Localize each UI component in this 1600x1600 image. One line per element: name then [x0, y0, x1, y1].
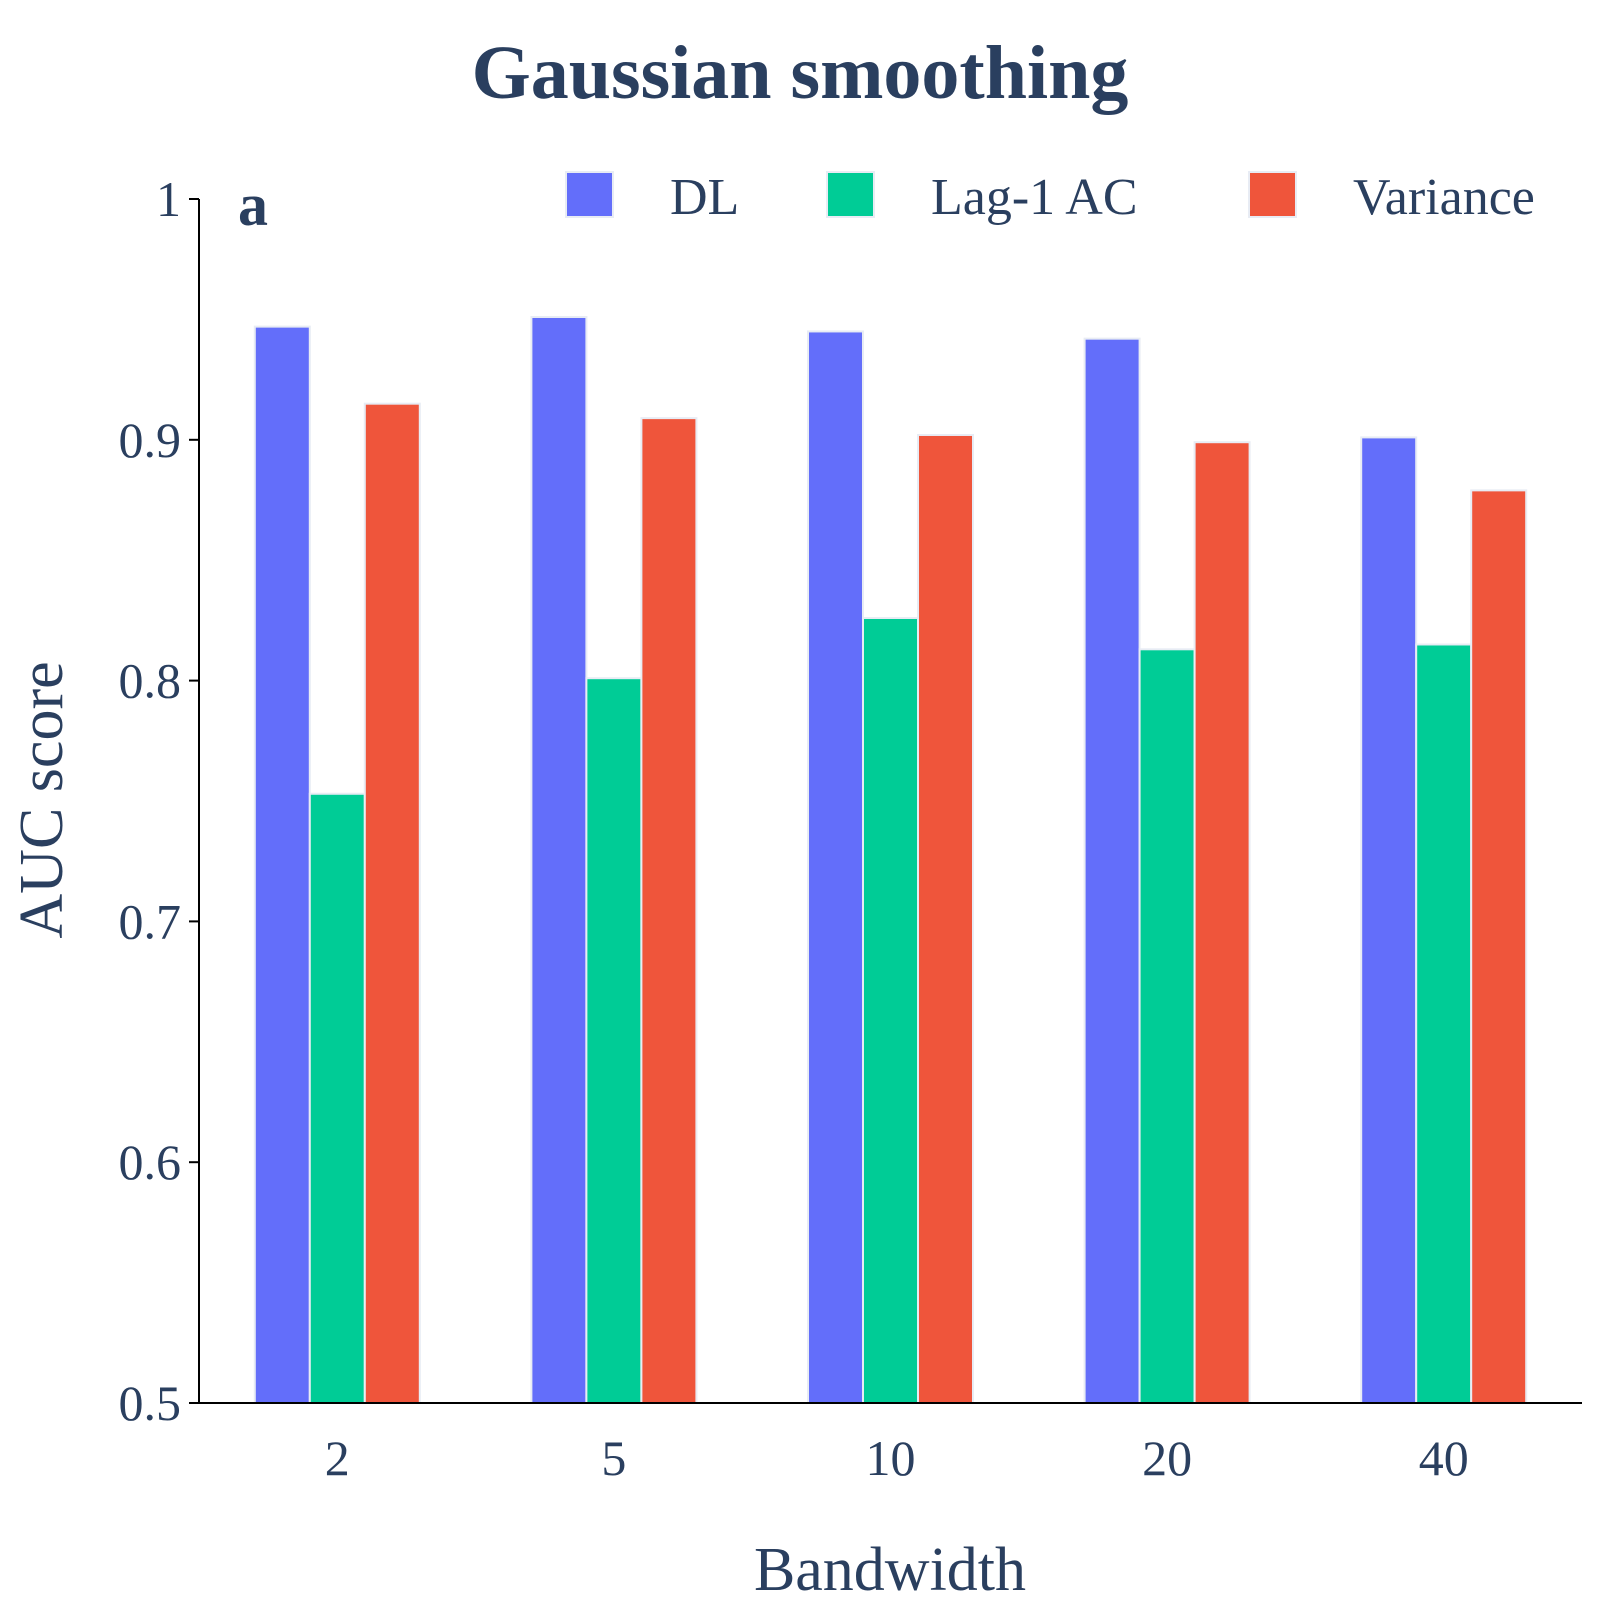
y-tick-label: 0.7: [119, 893, 182, 949]
bars-group: [253, 315, 1528, 1405]
legend-swatch-lag-1-ac: [826, 171, 875, 218]
panel-label: a: [238, 172, 268, 238]
y-axis: 0.5 0.6 0.7 0.8 0.9 1: [119, 171, 200, 1431]
chart-title: Gaussian smoothing: [472, 31, 1129, 115]
x-tick-label: 2: [325, 1430, 350, 1486]
bar-dl-40: [1360, 436, 1418, 1404]
bar-dl-10: [807, 330, 864, 1405]
bar-dl-2: [253, 325, 311, 1404]
y-tick-label: 0.6: [119, 1134, 182, 1190]
x-tick-label: 20: [1142, 1430, 1192, 1486]
bar-variance-40: [1470, 489, 1528, 1405]
legend-label: Lag-1 AC: [931, 169, 1138, 226]
x-tick-label: 5: [601, 1430, 626, 1486]
bar-dl-5: [530, 315, 588, 1405]
bar-dl-20: [1083, 337, 1141, 1405]
bar-variance-20: [1193, 441, 1251, 1404]
bar-variance-5: [640, 417, 698, 1404]
legend-swatch-variance: [1248, 171, 1297, 218]
x-axis-title: Bandwidth: [754, 1536, 1026, 1600]
y-tick-label: 0.9: [119, 412, 182, 468]
y-axis-title: AUC score: [8, 661, 76, 938]
bar-lag-1-ac-20: [1138, 648, 1196, 1404]
x-axis: 2 5 10 20 40: [198, 1402, 1582, 1486]
bar-lag-1-ac-2: [308, 792, 366, 1404]
x-tick-label: 10: [866, 1430, 916, 1486]
legend-swatch-dl: [565, 171, 614, 218]
bar-variance-2: [363, 402, 421, 1404]
y-tick-label: 0.8: [119, 653, 182, 709]
y-tick-label: 1: [156, 171, 181, 227]
bar-variance-10: [917, 433, 974, 1404]
bar-lag-1-ac-10: [862, 616, 919, 1404]
legend: DL Lag-1 AC Variance: [565, 169, 1535, 226]
x-tick-label: 40: [1419, 1430, 1469, 1486]
y-tick-label: 0.5: [119, 1375, 182, 1431]
bar-lag-1-ac-5: [585, 677, 643, 1404]
legend-label: DL: [670, 169, 739, 226]
bar-lag-1-ac-40: [1415, 643, 1473, 1404]
legend-label: Variance: [1353, 169, 1535, 226]
